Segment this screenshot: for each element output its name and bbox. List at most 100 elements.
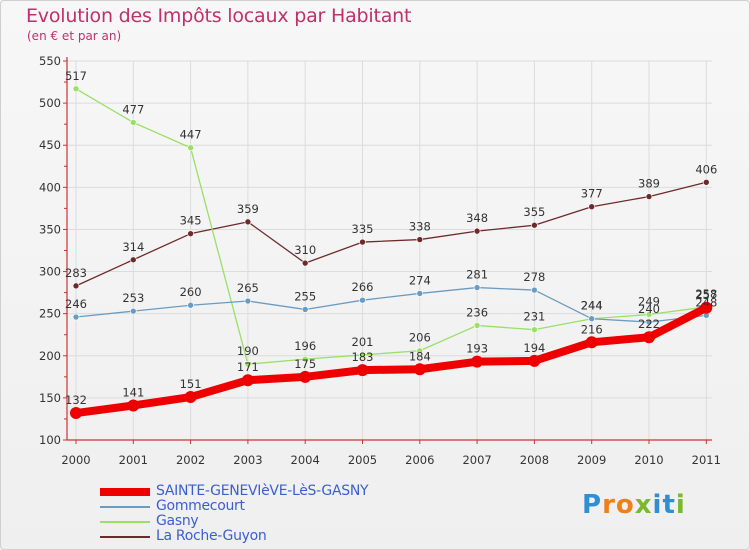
data-point bbox=[645, 193, 653, 200]
data-label: 335 bbox=[352, 222, 374, 236]
data-label: 249 bbox=[638, 295, 660, 309]
data-label: 236 bbox=[466, 305, 488, 319]
legend-label: Gommecourt bbox=[156, 498, 245, 514]
data-point bbox=[72, 282, 80, 290]
data-point bbox=[187, 301, 194, 309]
data-label: 406 bbox=[695, 162, 717, 176]
y-tick-label: 100 bbox=[39, 433, 61, 447]
data-point bbox=[643, 331, 655, 344]
legend-swatch bbox=[100, 536, 150, 538]
data-label: 281 bbox=[466, 268, 488, 282]
data-label: 355 bbox=[523, 205, 545, 219]
data-label: 377 bbox=[581, 187, 603, 201]
data-point bbox=[184, 391, 197, 404]
data-point bbox=[531, 286, 538, 294]
y-tick-label: 250 bbox=[39, 307, 61, 321]
data-label: 266 bbox=[352, 280, 374, 294]
data-label: 253 bbox=[122, 291, 144, 305]
data-label: 193 bbox=[466, 342, 488, 356]
data-label: 132 bbox=[65, 393, 87, 407]
data-point bbox=[413, 363, 426, 376]
data-label: 338 bbox=[409, 220, 431, 234]
series-lines bbox=[70, 85, 713, 420]
data-point bbox=[531, 326, 538, 333]
logo-letter: i bbox=[652, 490, 663, 520]
data-label: 258 bbox=[695, 287, 717, 301]
data-label: 345 bbox=[180, 214, 202, 228]
data-point bbox=[187, 144, 194, 152]
y-tick-label: 400 bbox=[39, 180, 61, 194]
x-tick-label: 2002 bbox=[176, 453, 205, 467]
data-point bbox=[241, 374, 254, 387]
data-point bbox=[301, 306, 309, 313]
data-label: 477 bbox=[122, 102, 144, 116]
data-point bbox=[70, 407, 82, 420]
x-tick-label: 2008 bbox=[520, 453, 549, 467]
data-point bbox=[127, 399, 140, 412]
axes: 100 150 200 250 300 350 400 450 500 550 2000 2001 20… bbox=[39, 54, 721, 467]
grid-lines bbox=[67, 60, 712, 440]
data-label: 141 bbox=[122, 385, 144, 399]
data-label: 257 bbox=[695, 288, 717, 302]
data-label: 260 bbox=[180, 285, 202, 299]
legend-label: La Roche-Guyon bbox=[156, 528, 267, 544]
x-tick-label: 2011 bbox=[692, 453, 721, 467]
data-label: 231 bbox=[523, 310, 545, 324]
x-tick-label: 2010 bbox=[634, 453, 663, 467]
data-point bbox=[72, 85, 80, 93]
legend-swatch bbox=[100, 488, 150, 496]
data-point bbox=[130, 307, 137, 315]
data-point bbox=[473, 284, 481, 291]
y-tick-label: 200 bbox=[39, 349, 61, 363]
data-label: 278 bbox=[523, 270, 545, 284]
data-point bbox=[299, 370, 312, 383]
logo-letter: P bbox=[582, 490, 603, 520]
y-tick-label: 300 bbox=[39, 265, 61, 279]
data-point bbox=[301, 259, 309, 267]
data-point bbox=[471, 355, 484, 368]
data-point bbox=[244, 218, 252, 226]
data-label: 283 bbox=[65, 266, 87, 280]
data-labels: 283 314 345 359 310 335 338 348 355 377 389 406 517 4… bbox=[65, 69, 717, 407]
data-label: 255 bbox=[294, 289, 316, 303]
data-label: 196 bbox=[294, 339, 316, 353]
data-point bbox=[588, 315, 596, 323]
data-point bbox=[359, 351, 366, 359]
data-label: 248 bbox=[695, 295, 717, 309]
y-tick-label: 350 bbox=[39, 222, 61, 236]
data-point bbox=[187, 230, 194, 237]
chart-subtitle: (en € et par an) bbox=[27, 29, 122, 43]
data-point bbox=[359, 238, 366, 246]
data-point bbox=[473, 227, 481, 235]
data-label: 310 bbox=[294, 243, 316, 257]
logo-letter: x bbox=[634, 490, 653, 520]
data-point bbox=[416, 236, 424, 243]
data-point bbox=[72, 313, 80, 321]
data-point bbox=[702, 178, 710, 186]
data-point bbox=[359, 296, 366, 304]
data-point bbox=[356, 364, 369, 377]
y-tick-label: 550 bbox=[39, 54, 61, 68]
series-line-1 bbox=[75, 286, 707, 323]
data-point bbox=[588, 203, 596, 211]
series-line-3 bbox=[75, 181, 707, 287]
data-point bbox=[301, 355, 309, 363]
data-label: 222 bbox=[638, 317, 660, 331]
data-label: 246 bbox=[65, 297, 87, 311]
data-label: 244 bbox=[581, 299, 603, 313]
data-point bbox=[473, 322, 481, 329]
x-tick-label: 2005 bbox=[348, 453, 377, 467]
legend-swatch bbox=[100, 506, 150, 508]
data-point bbox=[130, 119, 137, 126]
data-point bbox=[528, 354, 541, 367]
y-tick-label: 150 bbox=[39, 391, 61, 405]
data-label: 314 bbox=[122, 240, 144, 254]
data-point bbox=[700, 301, 713, 314]
x-tick-label: 2009 bbox=[577, 453, 606, 467]
legend-label: SAINTE-GENEVIèVE-LèS-GASNY bbox=[156, 483, 369, 499]
logo-letter: o bbox=[615, 490, 635, 520]
legend-swatch bbox=[100, 521, 150, 523]
data-point bbox=[531, 221, 538, 229]
data-label: 359 bbox=[237, 202, 259, 216]
